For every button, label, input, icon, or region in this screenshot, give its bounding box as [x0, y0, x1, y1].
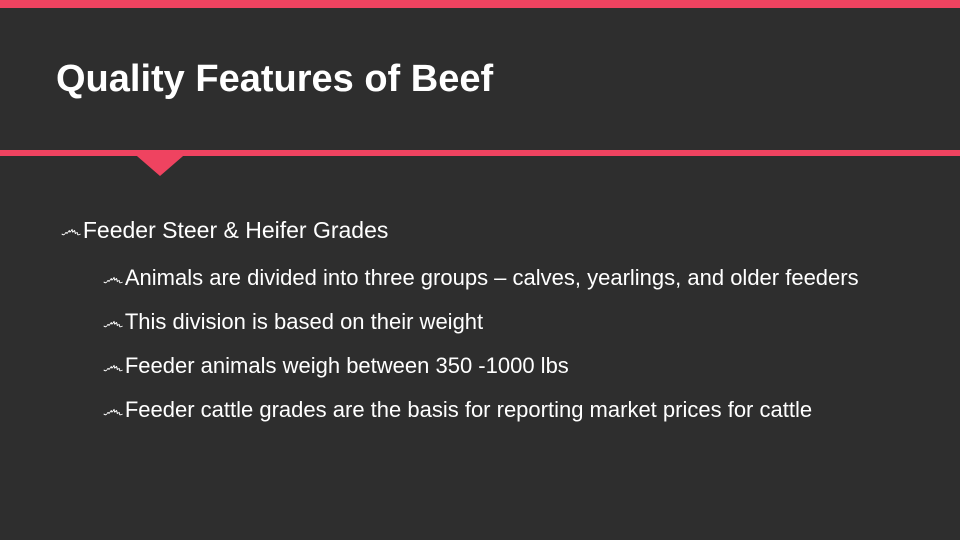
- slide-title: Quality Features of Beef: [56, 58, 493, 101]
- bullet-level1: ෴ Feeder Steer & Heifer Grades: [60, 216, 900, 244]
- header-notch: [130, 150, 190, 176]
- bullet-icon: ෴: [102, 264, 123, 292]
- bullet-icon: ෴: [102, 308, 123, 336]
- bullet-level2: ෴ Feeder animals weigh between 350 -1000…: [102, 352, 900, 380]
- slide-header: Quality Features of Beef: [0, 0, 960, 156]
- bullet-level2: ෴ This division is based on their weight: [102, 308, 900, 336]
- bullet-text: Feeder animals weigh between 350 -1000 l…: [125, 352, 569, 380]
- header-inner: Quality Features of Beef: [0, 8, 960, 150]
- bullet-level2: ෴ Feeder cattle grades are the basis for…: [102, 396, 900, 424]
- bullet-text: Animals are divided into three groups – …: [125, 264, 859, 292]
- bullet-text: Feeder Steer & Heifer Grades: [83, 216, 389, 244]
- bullet-icon: ෴: [60, 216, 81, 244]
- bullet-icon: ෴: [102, 352, 123, 380]
- bullet-level2: ෴ Animals are divided into three groups …: [102, 264, 900, 292]
- bullet-text: Feeder cattle grades are the basis for r…: [125, 396, 812, 424]
- bullet-text: This division is based on their weight: [125, 308, 483, 336]
- bullet-icon: ෴: [102, 396, 123, 424]
- slide-content: ෴ Feeder Steer & Heifer Grades ෴ Animals…: [0, 156, 960, 424]
